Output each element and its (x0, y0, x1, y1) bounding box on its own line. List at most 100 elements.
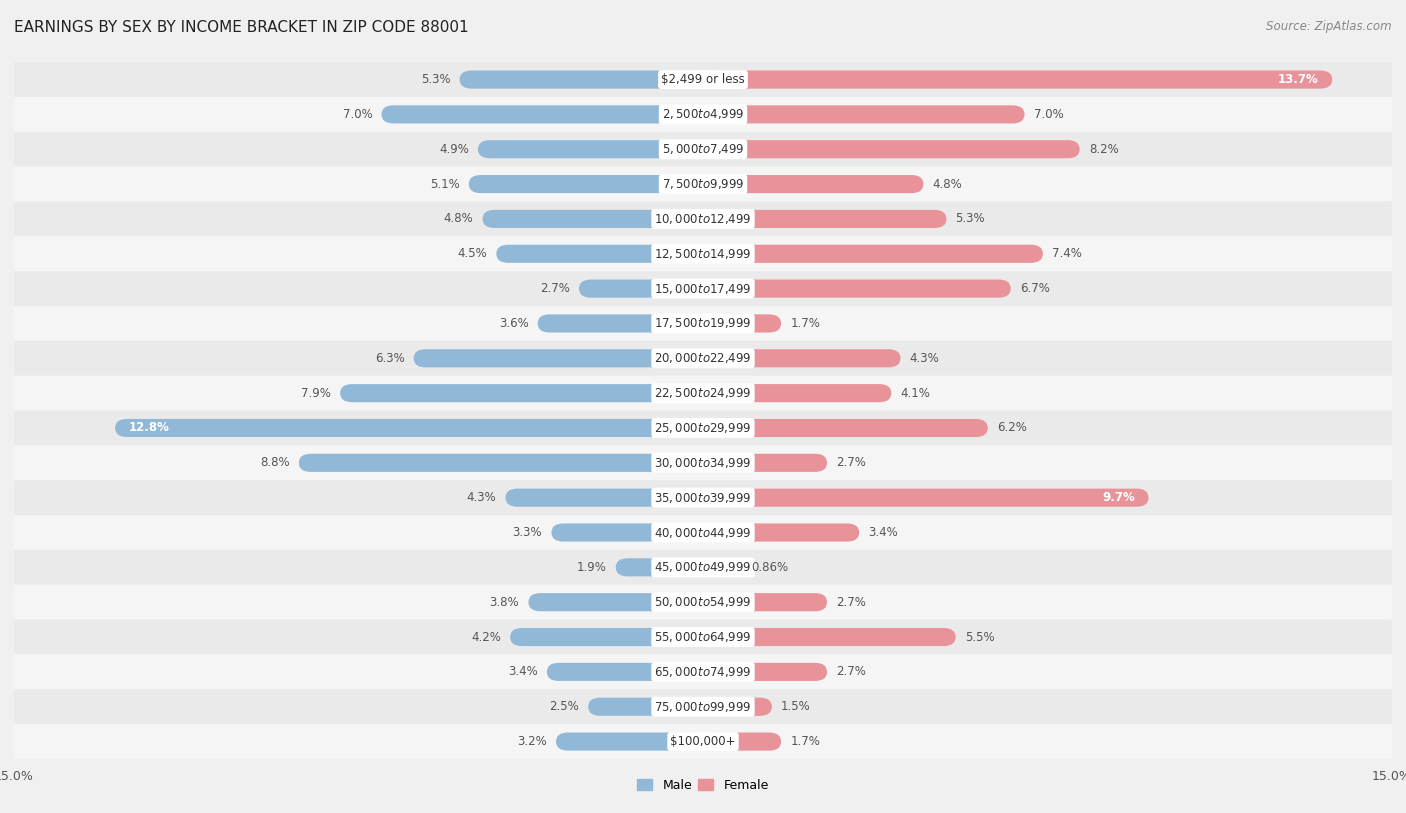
FancyBboxPatch shape (413, 350, 703, 367)
FancyBboxPatch shape (537, 315, 703, 333)
FancyBboxPatch shape (14, 620, 1392, 654)
FancyBboxPatch shape (551, 524, 703, 541)
Text: 4.8%: 4.8% (444, 212, 474, 225)
Text: $2,500 to $4,999: $2,500 to $4,999 (662, 107, 744, 121)
Text: 4.9%: 4.9% (439, 143, 468, 156)
Legend: Male, Female: Male, Female (633, 774, 773, 797)
Text: $2,499 or less: $2,499 or less (661, 73, 745, 86)
Text: 2.5%: 2.5% (550, 700, 579, 713)
FancyBboxPatch shape (14, 411, 1392, 446)
Text: 3.4%: 3.4% (869, 526, 898, 539)
Text: 7.4%: 7.4% (1052, 247, 1083, 260)
Text: 7.9%: 7.9% (301, 387, 330, 400)
FancyBboxPatch shape (14, 376, 1392, 411)
FancyBboxPatch shape (703, 524, 859, 541)
FancyBboxPatch shape (703, 71, 1333, 89)
Text: $25,000 to $29,999: $25,000 to $29,999 (654, 421, 752, 435)
Text: $10,000 to $12,499: $10,000 to $12,499 (654, 212, 752, 226)
Text: 6.7%: 6.7% (1019, 282, 1050, 295)
FancyBboxPatch shape (115, 419, 703, 437)
Text: $20,000 to $22,499: $20,000 to $22,499 (654, 351, 752, 365)
FancyBboxPatch shape (14, 654, 1392, 689)
Text: $30,000 to $34,999: $30,000 to $34,999 (654, 456, 752, 470)
FancyBboxPatch shape (482, 210, 703, 228)
FancyBboxPatch shape (496, 245, 703, 263)
FancyBboxPatch shape (703, 698, 772, 715)
FancyBboxPatch shape (506, 489, 703, 506)
FancyBboxPatch shape (14, 585, 1392, 620)
FancyBboxPatch shape (529, 593, 703, 611)
Text: 1.7%: 1.7% (790, 317, 820, 330)
FancyBboxPatch shape (14, 515, 1392, 550)
FancyBboxPatch shape (703, 140, 1080, 159)
Text: 1.5%: 1.5% (782, 700, 811, 713)
Text: 3.4%: 3.4% (508, 665, 537, 678)
FancyBboxPatch shape (14, 202, 1392, 237)
FancyBboxPatch shape (703, 489, 1149, 506)
FancyBboxPatch shape (14, 446, 1392, 480)
FancyBboxPatch shape (460, 71, 703, 89)
Text: 4.5%: 4.5% (457, 247, 486, 260)
FancyBboxPatch shape (468, 175, 703, 193)
Text: 2.7%: 2.7% (540, 282, 569, 295)
FancyBboxPatch shape (14, 724, 1392, 759)
FancyBboxPatch shape (703, 350, 900, 367)
Text: $35,000 to $39,999: $35,000 to $39,999 (654, 491, 752, 505)
Text: $12,500 to $14,999: $12,500 to $14,999 (654, 247, 752, 261)
FancyBboxPatch shape (703, 245, 1043, 263)
Text: 8.8%: 8.8% (260, 456, 290, 469)
FancyBboxPatch shape (14, 62, 1392, 97)
FancyBboxPatch shape (547, 663, 703, 681)
Text: $15,000 to $17,499: $15,000 to $17,499 (654, 281, 752, 296)
FancyBboxPatch shape (555, 733, 703, 750)
Text: $5,000 to $7,499: $5,000 to $7,499 (662, 142, 744, 156)
Text: 2.7%: 2.7% (837, 596, 866, 609)
Text: $22,500 to $24,999: $22,500 to $24,999 (654, 386, 752, 400)
FancyBboxPatch shape (299, 454, 703, 472)
Text: $7,500 to $9,999: $7,500 to $9,999 (662, 177, 744, 191)
Text: 3.2%: 3.2% (517, 735, 547, 748)
FancyBboxPatch shape (14, 550, 1392, 585)
Text: 5.3%: 5.3% (420, 73, 450, 86)
Text: 3.3%: 3.3% (513, 526, 543, 539)
Text: $40,000 to $44,999: $40,000 to $44,999 (654, 525, 752, 540)
FancyBboxPatch shape (703, 280, 1011, 298)
FancyBboxPatch shape (703, 733, 782, 750)
Text: 5.1%: 5.1% (430, 177, 460, 190)
FancyBboxPatch shape (510, 628, 703, 646)
Text: $75,000 to $99,999: $75,000 to $99,999 (654, 700, 752, 714)
Text: EARNINGS BY SEX BY INCOME BRACKET IN ZIP CODE 88001: EARNINGS BY SEX BY INCOME BRACKET IN ZIP… (14, 20, 468, 35)
Text: 5.3%: 5.3% (956, 212, 986, 225)
Text: 4.8%: 4.8% (932, 177, 962, 190)
FancyBboxPatch shape (579, 280, 703, 298)
FancyBboxPatch shape (340, 384, 703, 402)
FancyBboxPatch shape (703, 593, 827, 611)
Text: $50,000 to $54,999: $50,000 to $54,999 (654, 595, 752, 609)
FancyBboxPatch shape (703, 175, 924, 193)
Text: 6.3%: 6.3% (375, 352, 405, 365)
Text: 12.8%: 12.8% (129, 421, 170, 434)
Text: 3.8%: 3.8% (489, 596, 519, 609)
Text: 2.7%: 2.7% (837, 665, 866, 678)
FancyBboxPatch shape (14, 272, 1392, 306)
FancyBboxPatch shape (14, 306, 1392, 341)
Text: 0.86%: 0.86% (752, 561, 789, 574)
FancyBboxPatch shape (703, 454, 827, 472)
Text: 5.5%: 5.5% (965, 631, 994, 644)
FancyBboxPatch shape (14, 132, 1392, 167)
FancyBboxPatch shape (478, 140, 703, 159)
Text: 3.6%: 3.6% (499, 317, 529, 330)
Text: $65,000 to $74,999: $65,000 to $74,999 (654, 665, 752, 679)
FancyBboxPatch shape (703, 315, 782, 333)
Text: 2.7%: 2.7% (837, 456, 866, 469)
Text: 4.2%: 4.2% (471, 631, 501, 644)
FancyBboxPatch shape (14, 237, 1392, 272)
Text: $100,000+: $100,000+ (671, 735, 735, 748)
Text: $55,000 to $64,999: $55,000 to $64,999 (654, 630, 752, 644)
Text: 4.1%: 4.1% (900, 387, 931, 400)
Text: 9.7%: 9.7% (1102, 491, 1135, 504)
FancyBboxPatch shape (14, 167, 1392, 202)
Text: 13.7%: 13.7% (1278, 73, 1319, 86)
Text: $45,000 to $49,999: $45,000 to $49,999 (654, 560, 752, 574)
FancyBboxPatch shape (703, 106, 1025, 124)
